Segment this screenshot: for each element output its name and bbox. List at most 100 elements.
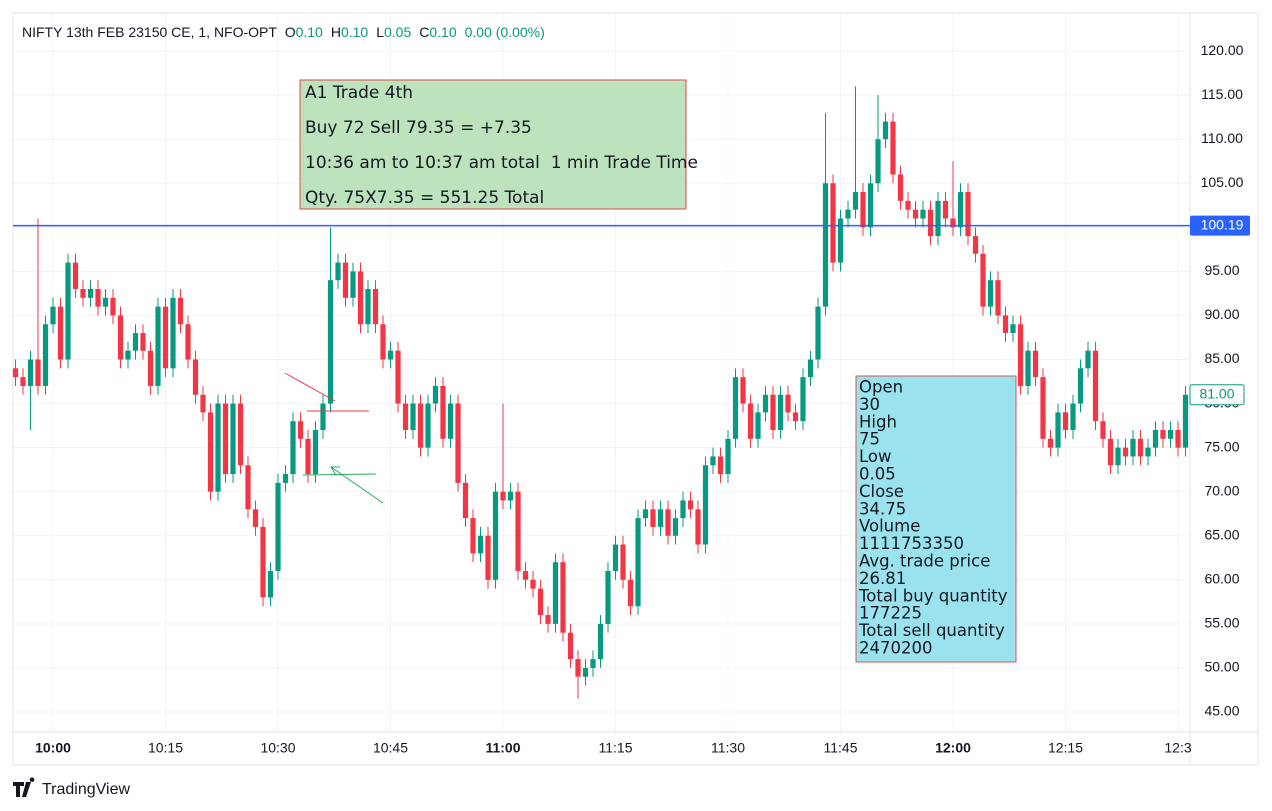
candle-body	[327, 280, 334, 404]
candle-body	[785, 394, 791, 413]
candle-body	[432, 385, 439, 404]
note-box	[299, 79, 687, 210]
info-label: Volume	[859, 517, 920, 536]
candle-body	[770, 394, 776, 431]
candle-body	[905, 200, 911, 210]
candle-body	[207, 412, 214, 492]
candle-body	[252, 509, 259, 527]
candle-body	[440, 385, 446, 439]
candle-body	[912, 209, 919, 219]
info-label: Total sell quantity	[858, 621, 1005, 640]
ohlc-value: 0.05	[384, 24, 411, 40]
x-tick-label: 11:30	[711, 740, 745, 756]
y-tick-label: 55.00	[1204, 615, 1239, 631]
candle-body	[500, 491, 506, 501]
candle-body	[560, 562, 566, 633]
candle-body	[950, 218, 956, 228]
change: 0.00 (0.00%)	[465, 24, 545, 40]
y-tick-label: 115.00	[1201, 86, 1243, 102]
info-background	[855, 375, 1017, 663]
candle-body	[260, 526, 266, 598]
candle-body	[605, 570, 611, 624]
candle-body	[755, 412, 761, 439]
candle-body	[492, 491, 499, 580]
candle-body	[1085, 350, 1091, 369]
candle-body	[725, 438, 731, 475]
candle-body	[222, 403, 229, 475]
candle-body	[380, 324, 386, 360]
candle-body	[650, 509, 656, 527]
candle-body	[927, 209, 934, 237]
candle-body	[350, 271, 356, 298]
candle-body	[590, 659, 596, 668]
candle-body	[777, 394, 784, 431]
y-tick-label: 70.00	[1204, 482, 1239, 498]
candle-body	[1107, 438, 1114, 466]
candle-body	[192, 359, 199, 395]
candle-body	[372, 289, 379, 325]
candle-body	[687, 500, 694, 510]
candle-body	[942, 200, 949, 219]
y-tick-label: 45.00	[1204, 703, 1239, 719]
candle-body	[920, 209, 926, 219]
info-value: 0.05	[859, 465, 896, 484]
candle-body	[185, 324, 191, 360]
candle-body	[267, 570, 274, 598]
ohlc-key: O	[285, 24, 296, 40]
info-value: 177225	[859, 604, 922, 623]
candle-body	[995, 280, 1001, 316]
note-line: A1 Trade 4th	[305, 83, 413, 103]
info-value: 2470200	[859, 639, 933, 658]
candle-body	[485, 535, 491, 580]
candle-body	[102, 297, 109, 307]
candle-body	[320, 403, 326, 431]
candle-body	[762, 394, 769, 413]
candle-body	[545, 615, 551, 624]
green-level	[302, 473, 377, 476]
candle-body	[935, 200, 941, 237]
candle-body	[1002, 315, 1009, 334]
candle-body	[95, 289, 101, 307]
candle-body	[837, 218, 844, 263]
candle-body	[530, 579, 536, 589]
candle-body	[410, 403, 416, 431]
candle-body	[1070, 403, 1076, 431]
candle-body	[642, 509, 649, 519]
trade-arrows	[284, 372, 384, 504]
x-tick-label: 11:00	[485, 740, 520, 756]
candle-body	[35, 359, 41, 386]
candle-body	[567, 632, 574, 660]
candle-body	[890, 121, 896, 175]
note-line: Buy 72 Sell 79.35 = +7.35	[305, 118, 532, 138]
red-arrow	[284, 372, 336, 402]
candle-body	[1160, 430, 1166, 439]
candle-body	[1175, 430, 1181, 448]
candle-body	[125, 350, 131, 360]
candle-body	[245, 465, 251, 510]
candle-body	[1025, 350, 1031, 386]
candle-body	[162, 306, 169, 369]
candle-body	[1130, 438, 1136, 457]
green-arrow-head	[330, 466, 340, 476]
candle-body	[747, 403, 754, 439]
candle-body	[597, 623, 604, 660]
x-tick-label: 12:15	[1048, 740, 1083, 756]
candle-body	[702, 465, 709, 545]
candle-body	[305, 438, 311, 475]
candle-body	[447, 403, 454, 439]
ohlc-value: 0.10	[341, 24, 368, 40]
info-value: 1111753350	[859, 534, 964, 553]
candle-body	[627, 579, 634, 607]
candle-body	[297, 421, 304, 439]
candle-body	[177, 297, 184, 325]
candle-body	[230, 403, 236, 475]
candle-body	[282, 474, 289, 483]
note-line: 10:36 am to 10:37 am total 1 min Trade T…	[305, 153, 698, 173]
candle-body	[860, 192, 866, 228]
candle-body	[830, 183, 836, 263]
candle-body	[342, 262, 349, 298]
candle-body	[537, 588, 544, 616]
candle-body	[365, 289, 371, 325]
candle-body	[1122, 447, 1129, 457]
candle-body	[515, 491, 521, 571]
